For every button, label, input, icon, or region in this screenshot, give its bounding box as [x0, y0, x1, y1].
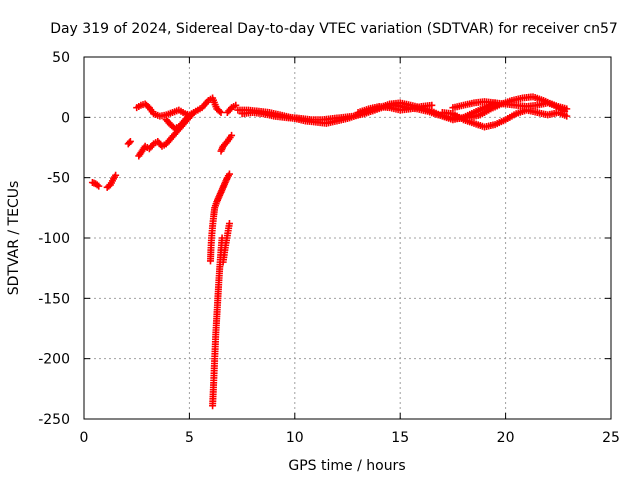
x-tick-label: 0: [80, 430, 89, 446]
data-point-marker: [228, 131, 236, 139]
data-point-marker: [428, 101, 436, 109]
data-point-marker: [125, 139, 133, 147]
data-point-marker: [112, 171, 120, 179]
x-tick-label: 15: [391, 430, 409, 446]
data-point-marker: [563, 105, 571, 113]
y-axis-title: SDTVAR / TECUs: [6, 181, 22, 296]
y-tick-label: 50: [52, 50, 70, 66]
y-tick-label: -150: [38, 291, 70, 307]
data-point-marker: [491, 99, 499, 107]
y-tick-label: -200: [38, 352, 70, 368]
y-tick-label: 0: [61, 110, 70, 126]
data-point-marker: [126, 137, 134, 145]
y-tick-label: -100: [38, 231, 70, 247]
data-series: [88, 93, 571, 410]
data-point-marker: [563, 112, 571, 120]
y-tick-label: -250: [38, 412, 70, 428]
x-tick-label: 25: [602, 430, 620, 446]
x-tick-label: 5: [185, 430, 194, 446]
chart-title: Day 319 of 2024, Sidereal Day-to-day VTE…: [50, 21, 618, 37]
data-point-marker: [217, 109, 225, 117]
data-point-marker: [225, 170, 233, 178]
x-axis-title: GPS time / hours: [288, 458, 405, 474]
data-point-marker: [216, 107, 224, 115]
data-point-marker: [225, 220, 233, 228]
data-point-marker: [95, 182, 103, 190]
data-point-marker: [183, 113, 191, 121]
ticks: 0 5 10 15 20 25 -250 -200 -150 -100 -50 0 50: [38, 50, 620, 446]
x-tick-label: 20: [497, 430, 515, 446]
y-tick-label: -50: [47, 171, 70, 187]
data-point-marker: [232, 101, 240, 109]
x-tick-label: 10: [286, 430, 304, 446]
